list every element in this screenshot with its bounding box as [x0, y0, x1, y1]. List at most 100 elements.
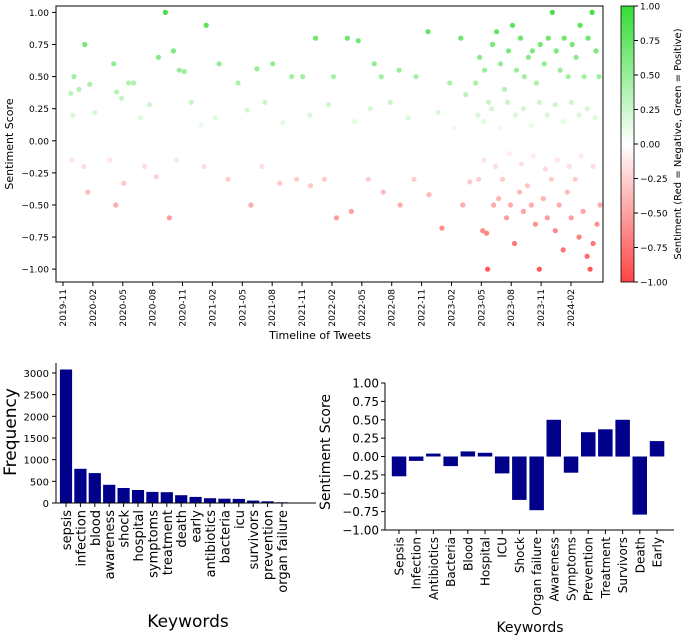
scatter-point: [308, 183, 314, 189]
scatter-point: [489, 106, 495, 112]
frequency-y-ticks: 0 500 1000 1500 2000 2500 3000: [24, 369, 56, 510]
sentiment-x-tick-label: Organ failure: [530, 537, 544, 615]
scatter-point: [554, 157, 560, 163]
colorbar-tick-label: −1.00: [640, 279, 668, 289]
scatter-point: [545, 35, 551, 41]
scatter-point: [405, 115, 411, 121]
scatter-point: [552, 228, 558, 234]
frequency-bar: [261, 501, 274, 503]
scatter-point: [378, 74, 384, 80]
scatter-point: [113, 202, 119, 208]
frequency-x-tick-label: death: [175, 510, 190, 548]
frequency-bar: [218, 498, 231, 503]
scatter-point: [592, 115, 598, 121]
scatter-point: [173, 157, 179, 163]
sentiment-y-axis-label: Sentiment Score: [318, 394, 334, 510]
scatter-point: [544, 215, 550, 221]
scatter-point: [490, 41, 496, 48]
scatter-point: [548, 176, 554, 182]
scatter-point: [411, 176, 417, 182]
scatter-points: [68, 9, 603, 272]
scatter-point: [504, 99, 511, 105]
scatter-point: [307, 112, 313, 118]
scatter-point: [107, 157, 113, 163]
scatter-x-tick-label: 2023-05: [477, 289, 487, 327]
frequency-x-tick-label: prevention: [262, 510, 277, 580]
scatter-point: [162, 9, 168, 15]
scatter-point: [92, 109, 98, 116]
scatter-point: [493, 163, 499, 170]
scatter-point: [467, 179, 473, 185]
scatter-y-tick-label: 0.75: [29, 41, 49, 51]
scatter-point: [141, 163, 148, 170]
frequency-bar: [146, 491, 159, 503]
scatter-point: [181, 68, 187, 75]
sentiment-x-tick-label: Infection: [410, 537, 424, 589]
scatter-point: [497, 125, 503, 131]
sentiment-bar: [598, 429, 613, 457]
scatter-point: [371, 61, 377, 67]
scatter-point: [537, 41, 543, 48]
scatter-point: [576, 234, 582, 240]
colorbar-tick-label: −0.25: [640, 175, 668, 185]
sentiment-x-tick-label: Treatment: [599, 537, 613, 599]
sentiment-bar: [391, 456, 407, 477]
scatter-x-tick-label: 2020-11: [179, 289, 189, 327]
scatter-x-tick-label: 2023-02: [447, 289, 457, 327]
frequency-x-ticks: sepsis infection blood awareness shock hospit…: [60, 503, 291, 593]
sentiment-x-tick-label: Survivors: [616, 537, 630, 593]
frequency-bars: [59, 369, 289, 503]
scatter-point: [111, 61, 117, 67]
scatter-point: [568, 99, 574, 105]
sentiment-x-tick-label: Prevention: [582, 537, 596, 601]
scatter-point: [590, 163, 596, 170]
sentiment-x-tick-label: Early: [651, 537, 665, 567]
scatter-x-tick-label: 2022-11: [418, 289, 428, 327]
frequency-x-tick-label: icu: [233, 510, 248, 529]
scatter-y-tick-label: 0.50: [29, 73, 49, 83]
scatter-x-tick-label: 2023-08: [507, 289, 517, 327]
scatter-point: [528, 202, 535, 208]
sentiment-x-tick-label: Bacteria: [444, 537, 458, 587]
scatter-point: [254, 66, 260, 72]
scatter-point: [556, 202, 562, 208]
scatter-point: [589, 9, 595, 15]
colorbar-tick-label: 1.00: [640, 3, 660, 13]
scatter-point: [584, 253, 590, 259]
frequency-bar: [247, 500, 260, 503]
scatter-point: [513, 67, 520, 73]
scatter-y-axis-label: Sentiment Score: [3, 98, 16, 189]
sentiment-bar: [529, 456, 544, 511]
sentiment-bar: [615, 419, 630, 457]
scatter-x-tick-label: 2021-11: [298, 289, 308, 327]
sentiment-x-axis-label: Keywords: [496, 620, 563, 636]
scatter-point: [87, 81, 93, 87]
scatter-point: [590, 240, 596, 247]
sentiment-y-ticks: 1.00 0.75 0.50 0.25 0.00 −0.25 −0.50 −0.75 −1.00: [342, 377, 385, 538]
sentiment-bar: [443, 456, 458, 467]
scatter-point: [536, 99, 542, 105]
scatter-y-tick-label: −1.00: [21, 266, 49, 276]
scatter-point: [69, 157, 75, 163]
scatter-x-tick-label: 2021-02: [208, 289, 218, 327]
colorbar-tick-label: −0.50: [640, 210, 668, 220]
scatter-point: [594, 221, 600, 227]
scatter-point: [494, 29, 500, 35]
scatter-point: [244, 107, 250, 113]
scatter-point: [552, 102, 558, 108]
scatter-point: [573, 54, 579, 60]
sentiment-bar: [460, 451, 476, 457]
colorbar-ticks: 1.00 0.75 0.50 0.25 0.00 −0.25 −0.50 −0.75 −1.00: [634, 3, 668, 289]
scatter-point: [439, 225, 445, 231]
scatter-point: [294, 176, 300, 182]
frequency-bar: [88, 473, 101, 503]
scatter-point: [566, 163, 572, 170]
scatter-point: [511, 240, 518, 247]
sentiment-x-tick-label: Hospital: [479, 537, 493, 586]
scatter-point: [198, 122, 204, 128]
sentiment-x-tick-label: Blood: [461, 537, 475, 571]
scatter-point: [561, 35, 567, 41]
frequency-y-tick-label: 2500: [24, 391, 49, 402]
scatter-point: [365, 176, 371, 182]
scatter-point: [560, 247, 566, 253]
